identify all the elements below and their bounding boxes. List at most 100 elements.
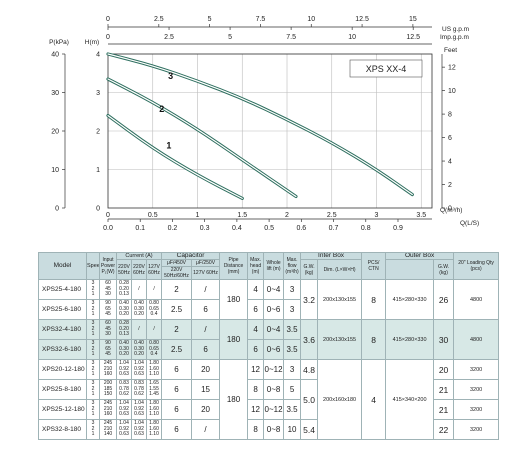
cell-max-head: 4 xyxy=(247,319,265,340)
cell-model: XPS32-8-180 xyxy=(38,419,87,440)
cell-cap-127: / xyxy=(191,319,221,340)
cell-max-flow: 3.5 xyxy=(283,319,302,340)
cell-cap-127: 6 xyxy=(191,299,221,320)
cell-model: XPS20-12-180 xyxy=(38,359,87,380)
cell-model: XPS25-8-180 xyxy=(38,379,87,400)
th-loading: 20" Loading Qty (pcs) xyxy=(453,252,500,280)
imp-tick-label-5: 12.5 xyxy=(406,34,420,41)
cell-outer-dim: 415×280×330 xyxy=(385,319,435,360)
table-row: XPS25-12-180 3 2 1 245 210 160 1.04 0.92 0.63 1.04… xyxy=(38,399,500,420)
q-ls-tick-label-9: 0.9 xyxy=(393,225,403,232)
th-pipe: Pipe Distance (mm) xyxy=(219,252,249,280)
cell-current-127-60: 1.65 1.55 1.45 xyxy=(145,379,163,400)
q-m3h-tick-label-4: 2 xyxy=(285,212,289,219)
q-ls-tick-label-3: 0.3 xyxy=(200,225,210,232)
cell-power: 200 185 150 xyxy=(99,379,117,400)
h-tick-label-4: 4 xyxy=(96,52,100,59)
h-axis-label: H(m) xyxy=(85,39,99,46)
cell-model: XPS25-12-180 xyxy=(38,399,87,420)
cell-power: 245 210 160 xyxy=(99,359,117,380)
p-tick-label-3: 30 xyxy=(51,90,59,97)
cell-max-flow: 3 xyxy=(283,279,302,300)
cell-outer-gw: 26 xyxy=(433,279,455,320)
cell-cap-220: 6 xyxy=(161,399,193,420)
cell-outer-gw: 30 xyxy=(433,319,455,360)
th-cap-127: 127V 60Hz xyxy=(191,266,221,280)
cell-power: 245 210 140 xyxy=(99,419,117,440)
th-outer-gw: G.W. (kg) xyxy=(433,259,455,280)
cell-current-220-60: / xyxy=(131,319,147,340)
cell-current-220-50: 0.40 0.30 0.20 xyxy=(116,299,132,320)
table-row: XPS20-12-180 3 2 1 245 210 160 1.04 0.92 0.63 1.04… xyxy=(38,359,500,440)
cell-pipe: 180 xyxy=(219,359,249,440)
th-maxflow: Max. flow (m³/h) xyxy=(283,252,302,280)
cell-model: XPS32-6-180 xyxy=(38,339,87,360)
us-tick-label-1: 2.5 xyxy=(154,16,164,23)
imp-tick-label-2: 5 xyxy=(228,34,232,41)
cell-loading: 3200 xyxy=(453,359,500,380)
cell-cap-220: 2 xyxy=(161,319,193,340)
cell-inner-gw: 3.2 xyxy=(300,279,319,320)
th-cap-220: 220V 50Hz/60Hz xyxy=(161,266,193,280)
q-ls-tick-label-2: 0.2 xyxy=(168,225,178,232)
cell-current-220-60: / xyxy=(131,279,147,300)
cell-current-220-50: 0.83 0.78 0.62 xyxy=(116,379,132,400)
cell-inner-gw: 5.0 xyxy=(300,379,319,420)
cell-loading: 3200 xyxy=(453,419,500,440)
cell-max-head: 8 xyxy=(247,419,265,440)
cell-current-220-60: 0.40 0.30 0.20 xyxy=(131,299,147,320)
cell-cap-220: 2.5 xyxy=(161,339,193,360)
th-cap-250: μF/250V xyxy=(191,259,221,267)
cell-power: 90 65 45 xyxy=(99,339,117,360)
th-cur-127-60: 127V 60Hz xyxy=(145,259,163,280)
cell-cap-220: 6 xyxy=(161,359,193,380)
curve-label-2: 2 xyxy=(159,104,164,114)
q-ls-tick-label-4: 0.4 xyxy=(232,225,242,232)
table-row: XPS25-6-180 3 2 1 90 65 45 0.40 0.30 0.20 0.40 0.30… xyxy=(38,299,499,320)
q-m3h-tick-label-3: 1.5 xyxy=(237,212,247,219)
q-m3h-tick-label-2: 1 xyxy=(196,212,200,219)
cell-power: 60 45 30 xyxy=(99,279,117,300)
curve-1 xyxy=(107,115,243,199)
th-power: Input Power P₁(W) xyxy=(99,252,117,280)
p-tick-label-0: 0 xyxy=(55,206,59,213)
cell-lift: 0~6 xyxy=(263,299,285,320)
feet-tick-label-5: 10 xyxy=(448,88,456,95)
q-m3h-tick-label-5: 2.5 xyxy=(327,212,337,219)
th-inner-dim: Dim. (L×W×H) xyxy=(317,259,363,280)
imp-gpm-label: Imp.g.p.m xyxy=(440,34,469,41)
cell-pcs: 8 xyxy=(361,279,387,320)
cell-lift: 0~4 xyxy=(263,319,285,340)
feet-tick-label-6: 12 xyxy=(448,65,456,72)
cell-power: 60 45 30 xyxy=(99,319,117,340)
cell-inner-dim: 200x130x155 xyxy=(317,279,363,320)
cell-current-220-60: 1.04 0.92 0.63 xyxy=(131,419,147,440)
table-row: XPS25-4-180 3 2 1 60 45 30 0.28 0.20 0.13//2/180 4… xyxy=(38,279,500,320)
table-row: XPS25-8-180 3 2 1 200 185 150 0.83 0.78 0.62 0.83 0… xyxy=(38,379,500,420)
cell-max-head: 4 xyxy=(247,279,265,300)
cell-pcs: 4 xyxy=(361,359,387,440)
th-current: Current (A) xyxy=(115,252,163,260)
spec-table: Model Speed Input Power P₁(W) Current (A… xyxy=(38,252,500,440)
cell-model: XPS25-6-180 xyxy=(38,299,87,320)
feet-tick-label-1: 2 xyxy=(448,182,452,189)
cell-max-flow: 3.5 xyxy=(283,399,302,420)
cell-current-220-60: 0.40 0.30 0.20 xyxy=(131,339,147,360)
th-inner-gw: G.W. (kg) xyxy=(300,259,319,280)
cell-current-127-60: 0.80 0.65 0.4 xyxy=(145,339,163,360)
q-m3h-tick-label-0: 0 xyxy=(106,212,110,219)
cell-max-head: 6 xyxy=(247,339,265,360)
th-pcs: PCS/ CTN xyxy=(361,252,387,280)
feet-axis-label: Feet xyxy=(444,47,457,54)
us-tick-label-2: 5 xyxy=(208,16,212,23)
cell-inner-dim: 200x130x155 xyxy=(317,319,363,360)
curve-label-3: 3 xyxy=(168,71,173,81)
cell-cap-127: 20 xyxy=(191,399,221,420)
q-m3h-tick-label-7: 3.5 xyxy=(416,212,426,219)
feet-tick-label-2: 4 xyxy=(448,159,452,166)
cell-max-flow: 10 xyxy=(283,419,302,440)
q-ls-tick-label-6: 0.6 xyxy=(296,225,306,232)
cell-lift: 0~8 xyxy=(263,419,285,440)
